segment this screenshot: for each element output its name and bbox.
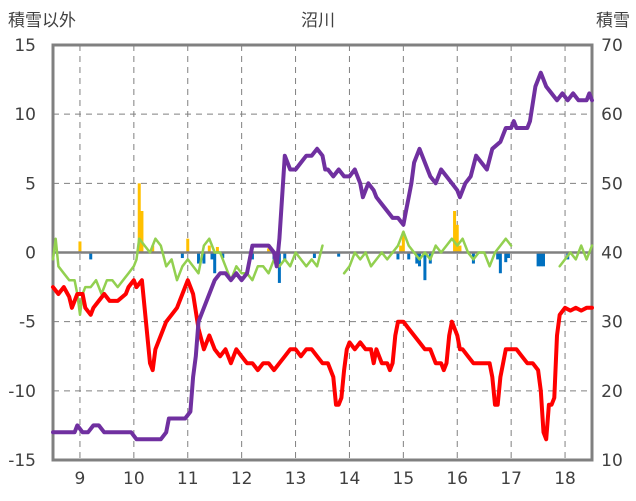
y-left-tick-label: 0: [25, 244, 36, 264]
bar: [215, 246, 219, 253]
bar: [250, 252, 254, 260]
bar: [89, 252, 93, 260]
x-tick-label: 12: [231, 469, 253, 489]
bar: [541, 252, 545, 267]
bar: [453, 211, 457, 253]
line-series: [51, 70, 594, 442]
y-right-tick-label: 40: [601, 244, 623, 264]
bar: [423, 252, 427, 281]
bar: [283, 252, 287, 260]
bar: [506, 252, 510, 259]
series-line: [51, 278, 594, 442]
bar: [197, 252, 201, 264]
y-left-tick-label: -15: [8, 451, 36, 471]
bar: [210, 252, 214, 260]
series-line: [558, 244, 594, 268]
bar: [396, 252, 400, 260]
bar: [140, 211, 144, 253]
bar: [202, 252, 206, 264]
bar: [504, 252, 508, 263]
bar: [186, 238, 190, 253]
bar: [539, 252, 543, 267]
y-right-tick-label: 50: [601, 174, 623, 194]
x-tick-label: 14: [339, 469, 361, 489]
bar: [399, 245, 403, 253]
x-tick-label: 9: [75, 469, 86, 489]
x-tick-label: 11: [177, 469, 199, 489]
bar: [407, 252, 411, 260]
y-left-tick-label: 10: [14, 105, 36, 125]
bar: [180, 252, 184, 259]
x-tick-label: 18: [554, 469, 576, 489]
y-left-tick-label: 5: [25, 174, 36, 194]
bar: [221, 252, 225, 259]
bar: [337, 252, 341, 257]
bar: [458, 245, 462, 253]
y-left-tick-label: -10: [8, 382, 36, 402]
y-left-tick-label: 15: [14, 36, 36, 56]
bar: [415, 252, 419, 264]
bar: [401, 231, 405, 253]
chart-title: 沼川: [301, 11, 335, 31]
x-tick-label: 17: [500, 469, 522, 489]
y-left-label: 積雪以外: [8, 11, 76, 31]
x-tick-label: 10: [123, 469, 145, 489]
y-right-tick-label: 10: [601, 451, 623, 471]
series-line: [51, 70, 594, 442]
y-left-tick-label: -5: [19, 313, 36, 333]
y-right-tick-label: 20: [601, 382, 623, 402]
bar: [267, 248, 271, 253]
bar: [137, 183, 141, 253]
bar: [213, 252, 217, 274]
y-right-tick-label: 70: [601, 36, 623, 56]
y-right-tick-label: 60: [601, 105, 623, 125]
bar: [455, 224, 459, 253]
series-line: [342, 230, 513, 275]
bar: [496, 252, 500, 260]
bar: [207, 245, 211, 253]
y-right-label: 積雪: [596, 11, 630, 31]
y-right-tick-label: 30: [601, 313, 623, 333]
x-tick-label: 15: [393, 469, 415, 489]
bar: [536, 252, 540, 267]
bar: [78, 241, 82, 253]
bar: [498, 252, 502, 274]
bar: [312, 252, 316, 259]
bar: [151, 245, 155, 253]
x-tick-label: 16: [446, 469, 468, 489]
grid-lines: [53, 45, 592, 460]
bar: [277, 252, 281, 283]
x-tick-label: 13: [285, 469, 307, 489]
